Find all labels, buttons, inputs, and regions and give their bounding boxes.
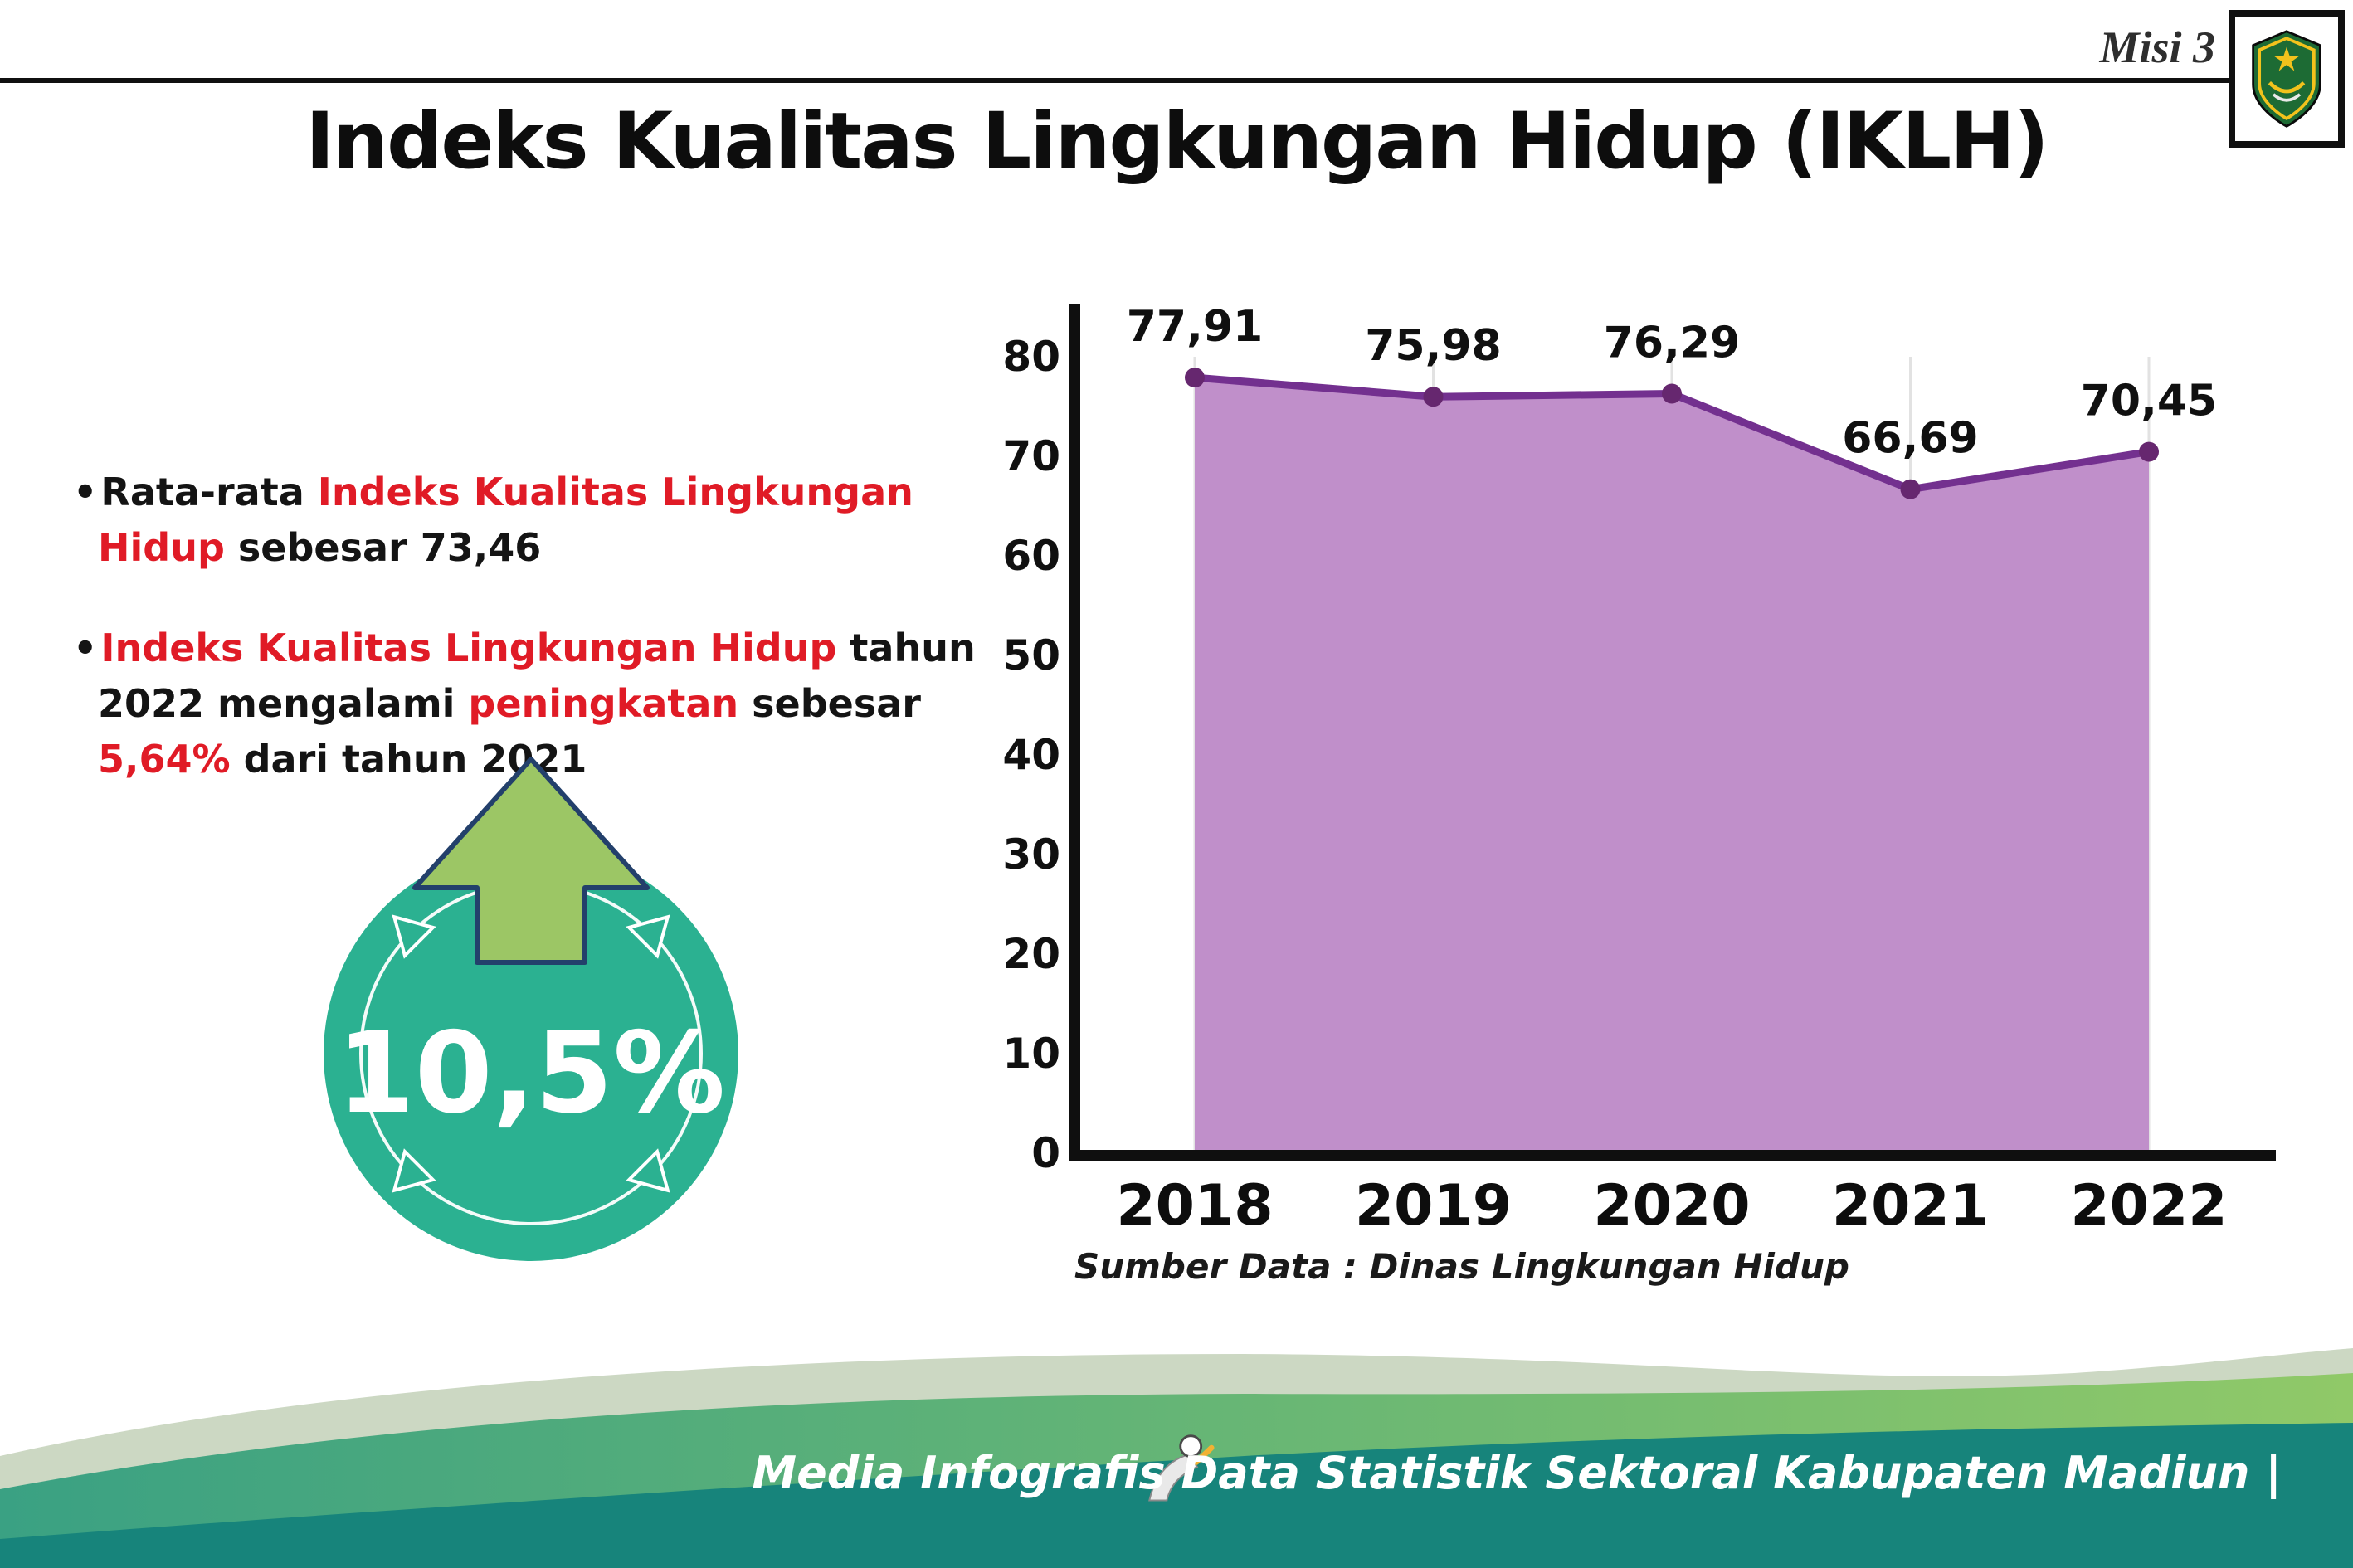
x-tick-label: 2020 xyxy=(1593,1173,1750,1239)
data-point xyxy=(1423,387,1444,407)
header-divider xyxy=(0,78,2229,83)
ring-triangle-icon xyxy=(392,1148,436,1193)
bullet-text-segment: Indeks Kualitas Lingkungan Hidup xyxy=(98,470,913,570)
bullet-text-segment: Rata-rata xyxy=(100,470,318,514)
value-label: 75,98 xyxy=(1365,321,1501,371)
y-tick-label: 30 xyxy=(1002,830,1060,879)
value-label: 76,29 xyxy=(1604,319,1740,368)
footer-caption: Media Infografis Data Statistik Sektoral… xyxy=(752,1447,2282,1499)
y-tick-label: 10 xyxy=(1002,1030,1060,1078)
value-label: 77,91 xyxy=(1127,302,1263,352)
y-tick-label: 50 xyxy=(1002,631,1060,679)
bullet-text-segment: Indeks Kualitas Lingkungan Hidup xyxy=(100,626,837,671)
bullet-text-segment: sebesar 73,46 xyxy=(224,524,542,570)
misi-label: Misi 3 xyxy=(2099,22,2215,72)
y-tick-label: 0 xyxy=(1031,1129,1060,1177)
data-point xyxy=(1185,368,1205,388)
writer-mascot-icon xyxy=(1148,1434,1215,1502)
kabupaten-madiun-logo xyxy=(2229,10,2345,148)
ring-triangle-icon xyxy=(626,1148,670,1193)
value-label: 70,45 xyxy=(2081,377,2217,426)
x-tick-label: 2021 xyxy=(1832,1173,1989,1239)
bullet-text-segment: peningkatan xyxy=(468,681,739,727)
bullet-increase-iklh: Indeks Kualitas Lingkungan Hidup tahun 2… xyxy=(73,621,994,786)
x-axis xyxy=(1069,1150,2276,1161)
bullet-list: Rata-rata Indeks Kualitas Lingkungan Hid… xyxy=(73,465,994,832)
page-title: Indeks Kualitas Lingkungan Hidup (IKLH) xyxy=(305,96,2049,187)
iklh-area-chart: 77,91 75,98 76,29 66,69 70,45 0 10 20 30 40 50 60 70… xyxy=(1002,302,2276,1239)
bullet-average-iklh: Rata-rata Indeks Kualitas Lingkungan Hid… xyxy=(73,465,994,575)
wave-teal xyxy=(0,1423,2353,1568)
y-tick-label: 40 xyxy=(1002,731,1060,779)
x-tick-label: 2019 xyxy=(1355,1173,1512,1239)
y-axis xyxy=(1069,304,1080,1161)
data-point xyxy=(1662,383,1682,404)
value-label: 66,69 xyxy=(1842,414,1978,464)
badge-percentage: 10,5% xyxy=(337,1008,725,1138)
data-point xyxy=(2139,441,2159,462)
chart-source: Sumber Data : Dinas Lingkungan Hidup xyxy=(1074,1246,1849,1287)
y-tick-label: 70 xyxy=(1002,432,1060,480)
x-tick-label: 2022 xyxy=(2070,1173,2227,1239)
y-tick-label: 80 xyxy=(1002,333,1060,381)
ring-triangle-icon xyxy=(626,914,670,959)
y-tick-label: 60 xyxy=(1002,532,1060,580)
area-fill xyxy=(1195,377,2149,1153)
data-point xyxy=(1900,479,1921,499)
ring-triangle-icon xyxy=(392,914,436,959)
up-arrow-icon xyxy=(412,757,650,965)
bullet-text-segment: sebesar xyxy=(738,681,921,727)
badge-circle xyxy=(324,846,738,1261)
kabupaten-madiun-crest-icon xyxy=(2252,30,2321,128)
y-tick-label: 20 xyxy=(1002,930,1060,978)
bullet-text-segment: 5,64% xyxy=(98,736,231,782)
x-tick-label: 2018 xyxy=(1116,1173,1273,1239)
increase-badge: 10,5% xyxy=(324,757,738,1261)
bullet-text-segment: tahun 2022 mengalami xyxy=(98,626,976,727)
